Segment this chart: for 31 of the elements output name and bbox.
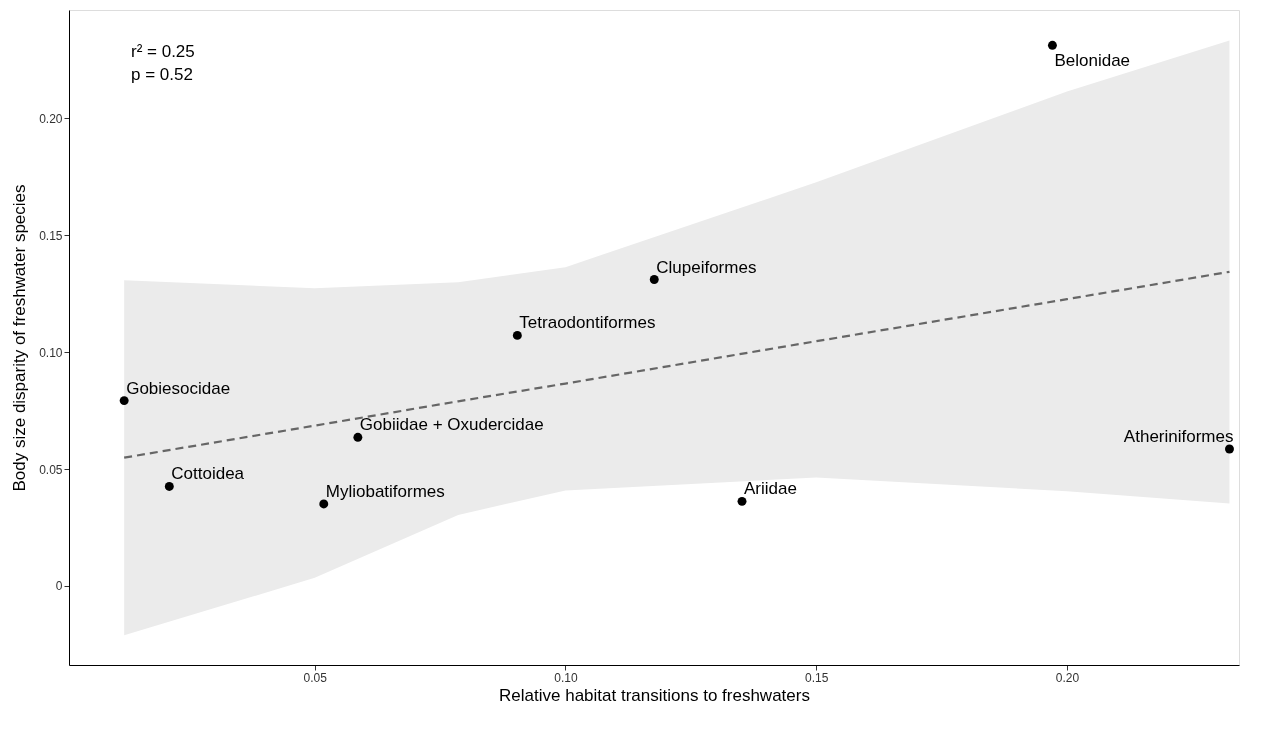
x-tick-label: 0.10: [554, 670, 578, 685]
point: [512, 330, 522, 340]
point: [353, 432, 363, 442]
point: [1225, 444, 1234, 454]
annotation: Belonidae: [1054, 51, 1131, 71]
point: [164, 481, 174, 491]
annotation: Ariidae: [744, 479, 797, 499]
x-tick-label: 0.20: [1055, 670, 1080, 685]
annotation: Cottoidea: [171, 464, 245, 484]
y-tick-label: 0.15: [39, 228, 63, 243]
point: [737, 496, 747, 506]
annotation: Myliobatiformes: [325, 481, 445, 501]
annotation: Clupeiformes: [656, 257, 757, 277]
annotation: r² = 0.25: [131, 42, 195, 61]
x-tick-label: 0.15: [805, 670, 829, 685]
y-tick-label: 0.05: [39, 462, 63, 477]
annotation: p = 0.52: [131, 65, 193, 84]
point: [119, 396, 129, 406]
y-tick-label: 0.10: [39, 345, 63, 360]
point: [1047, 40, 1057, 50]
annotation: Atheriniformes: [1123, 427, 1234, 446]
x-axis-title: Relative habitat transitions to freshwaters: [499, 685, 810, 705]
point: [319, 499, 329, 509]
y-axis-title: Body size disparity of freshwater species: [10, 184, 30, 492]
annotation: Tetraodontiformes: [519, 313, 656, 333]
y-tick-label: 0.20: [39, 111, 63, 126]
annotation: Gobiidae + Oxudercidae: [359, 415, 544, 435]
point: [649, 275, 659, 284]
y-tick-label: 0: [55, 579, 63, 594]
x-tick-label: 0.05: [303, 670, 328, 685]
annotation: Gobiesocidae: [126, 378, 231, 398]
